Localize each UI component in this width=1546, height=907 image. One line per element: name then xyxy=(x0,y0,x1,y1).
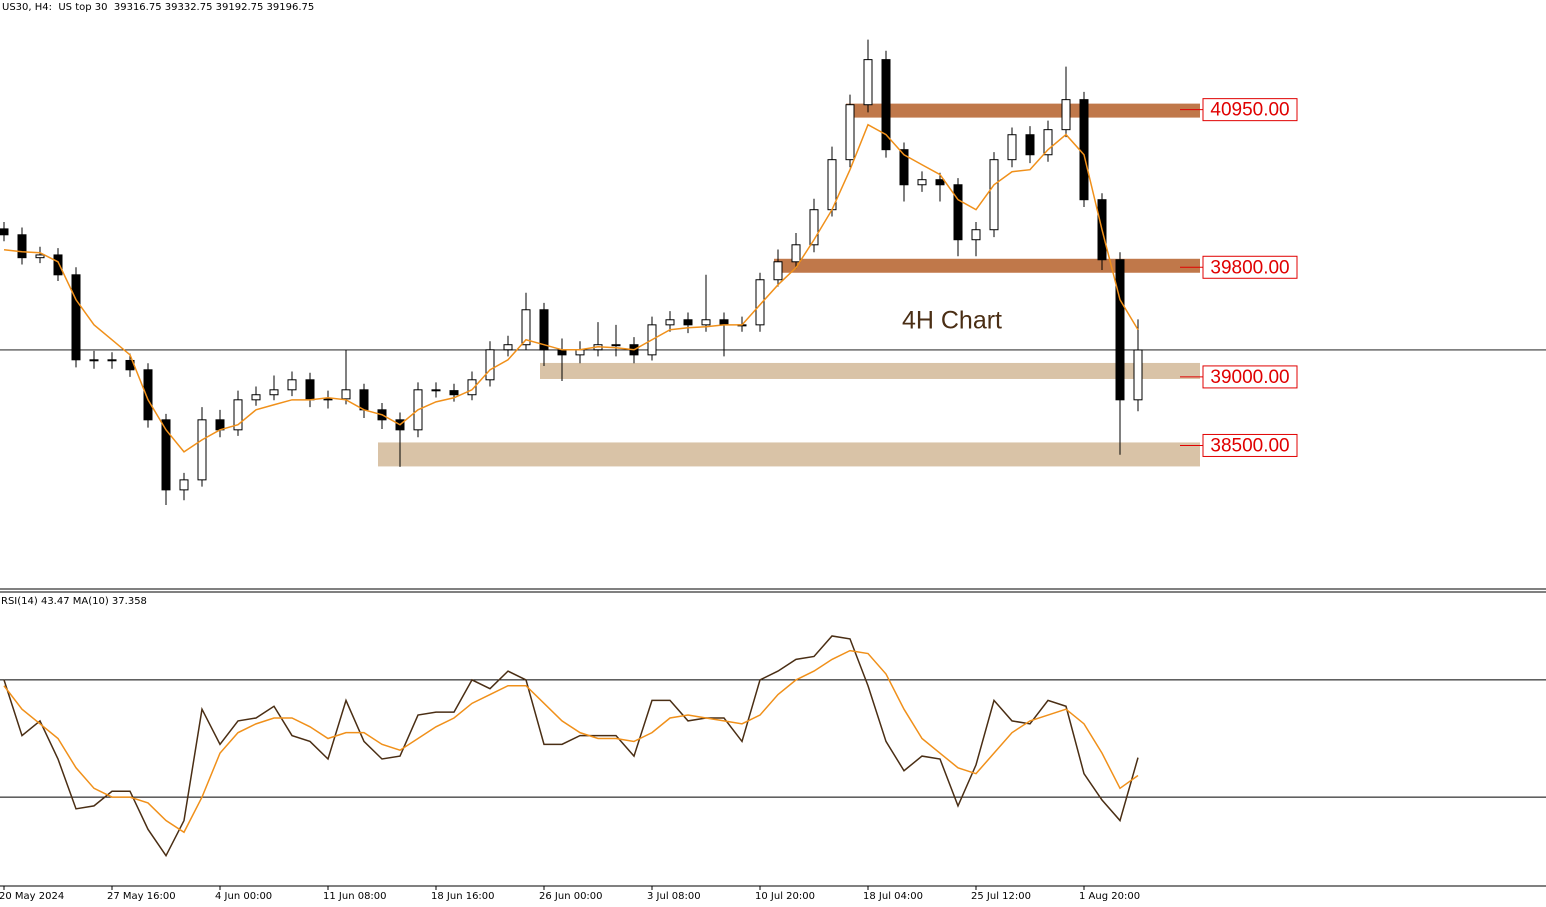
price-zone xyxy=(378,442,1200,467)
x-tick-label: 27 May 16:00 xyxy=(107,891,176,902)
candle-body xyxy=(305,379,315,401)
level-label-box xyxy=(1202,255,1298,279)
candle-body xyxy=(197,419,207,481)
candle-body xyxy=(899,149,909,186)
x-tick-label: 3 Jul 08:00 xyxy=(647,891,701,902)
candle-body xyxy=(89,359,99,362)
x-tick-label: 18 Jun 16:00 xyxy=(431,891,495,902)
chart-header: US30, H4: US top 30 39316.75 39332.75 39… xyxy=(2,2,314,13)
candle-body xyxy=(665,319,675,326)
price-zone xyxy=(774,258,1200,273)
x-tick-label: 26 Jun 00:00 xyxy=(539,891,603,902)
candle-body xyxy=(1007,134,1017,161)
candle-body xyxy=(179,479,189,491)
moving-average xyxy=(3,123,1139,453)
candle-body xyxy=(1025,134,1035,156)
candle-body xyxy=(701,319,711,326)
candle-body xyxy=(863,59,873,106)
price-zone xyxy=(540,362,1200,379)
price-zone xyxy=(846,103,1200,118)
x-tick-label: 25 Jul 12:00 xyxy=(971,891,1031,902)
candle-body xyxy=(1133,349,1143,401)
level-label: 38500.00 xyxy=(1210,435,1289,456)
candle-body xyxy=(575,349,585,356)
level-label-box xyxy=(1202,365,1298,389)
rsi-line xyxy=(3,635,1139,858)
candle-body xyxy=(1043,129,1053,156)
level-label: 40950.00 xyxy=(1210,100,1289,121)
candle-body xyxy=(143,369,153,421)
candle-body xyxy=(845,104,855,161)
candle-body xyxy=(1115,259,1125,401)
candle-body xyxy=(467,379,477,396)
x-tick-label: 1 Aug 20:00 xyxy=(1079,891,1140,902)
candle-body xyxy=(719,319,729,326)
level-label-box xyxy=(1202,433,1298,457)
x-tick-label: 10 Jul 20:00 xyxy=(755,891,815,902)
candle-body xyxy=(521,309,531,346)
candle-body xyxy=(539,309,549,351)
candle-body xyxy=(503,344,513,351)
candle-body xyxy=(35,254,45,259)
candle-body xyxy=(917,179,927,186)
candle-body xyxy=(449,390,459,396)
candle-body xyxy=(935,179,945,186)
x-tick-label: 11 Jun 08:00 xyxy=(323,891,387,902)
candle-body xyxy=(953,184,963,241)
candle-body xyxy=(323,398,333,401)
candle-body xyxy=(251,394,261,401)
candle-body xyxy=(341,389,351,400)
candle-body xyxy=(989,159,999,231)
candle-body xyxy=(1061,99,1071,131)
candle-body xyxy=(431,389,441,392)
candle-body xyxy=(809,209,819,246)
x-tick-label: 20 May 2024 xyxy=(0,891,64,902)
candle-body xyxy=(107,359,117,362)
candle-body xyxy=(53,254,63,276)
candle-body xyxy=(269,389,279,396)
candle-body xyxy=(881,59,891,151)
x-tick-label: 18 Jul 04:00 xyxy=(863,891,923,902)
candle-body xyxy=(773,261,783,281)
candle-body xyxy=(233,399,243,431)
candle-body xyxy=(0,228,9,236)
candle-body xyxy=(485,349,495,381)
candle-body xyxy=(71,274,81,361)
candle-body xyxy=(683,319,693,326)
candle-body xyxy=(611,344,621,347)
level-label: 39000.00 xyxy=(1210,367,1289,388)
level-label-box xyxy=(1202,98,1298,122)
candle-body xyxy=(161,419,171,491)
candle-body xyxy=(287,379,297,391)
candle-body xyxy=(359,389,369,411)
rsi-header: RSI(14) 43.47 MA(10) 37.358 xyxy=(1,596,147,607)
candle-body xyxy=(755,279,765,326)
candle-body xyxy=(791,244,801,263)
candle-body xyxy=(1079,99,1089,201)
rsi-line xyxy=(3,649,1139,834)
candle-body xyxy=(971,229,981,241)
candle-body xyxy=(557,349,567,356)
x-tick-label: 4 Jun 00:00 xyxy=(215,891,272,902)
level-label: 39800.00 xyxy=(1210,257,1289,278)
chart-annotation: 4H Chart xyxy=(902,307,1002,335)
candle-body xyxy=(17,234,27,259)
